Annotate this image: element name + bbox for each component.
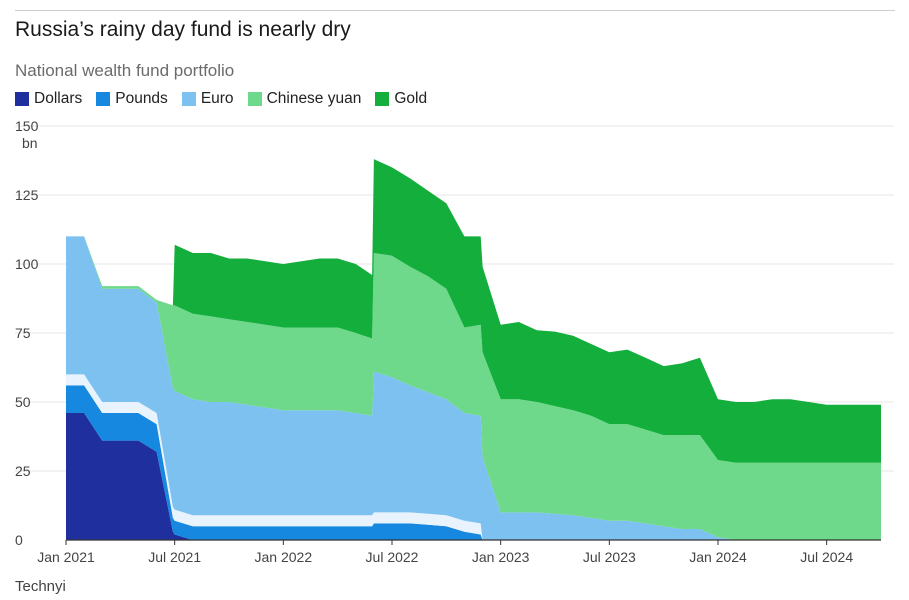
area-yuan	[66, 236, 881, 540]
x-tick-label-1: Jul 2021	[148, 549, 201, 565]
y-tick-label-100: 100	[15, 256, 39, 272]
legend-swatch-euro	[181, 92, 196, 106]
chart-title: Russia’s rainy day fund is nearly dry	[15, 18, 351, 41]
x-tick-label-5: Jul 2023	[583, 549, 636, 565]
y-tick-label-0: 0	[15, 532, 23, 548]
y-tick-label-125: 125	[15, 187, 39, 203]
area-gold	[66, 159, 881, 463]
x-tick-label-4: Jan 2023	[472, 549, 530, 565]
x-tick-label-6: Jan 2024	[689, 549, 747, 565]
y-tick-label-50: 50	[15, 394, 31, 410]
legend: Dollars Pounds Euro Chinese yuan Gold	[15, 90, 427, 108]
legend-item-yuan: Chinese yuan	[247, 90, 362, 108]
x-tick-label-3: Jul 2022	[366, 549, 419, 565]
x-tick-label-2: Jan 2022	[255, 549, 313, 565]
area-dollars	[66, 413, 881, 540]
legend-label-euro: Euro	[200, 90, 234, 107]
legend-label-pounds: Pounds	[115, 90, 168, 107]
y-tick-label-25: 25	[15, 463, 31, 479]
legend-item-dollars: Dollars	[15, 90, 82, 108]
legend-label-dollars: Dollars	[34, 90, 83, 107]
y-tick-label-150: 150	[15, 118, 39, 134]
y-unit-label: bn	[22, 135, 38, 151]
top-rule	[15, 10, 895, 11]
area-euro	[66, 236, 881, 540]
legend-swatch-gold	[375, 92, 390, 106]
area-layer	[66, 159, 881, 540]
legend-item-pounds: Pounds	[96, 90, 168, 108]
chart-subtitle: National wealth fund portfolio	[15, 61, 235, 80]
legend-swatch-yuan	[247, 92, 262, 106]
legend-label-yuan: Chinese yuan	[266, 90, 362, 107]
legend-swatch-pounds	[96, 92, 111, 106]
source-label: Technyi	[15, 578, 66, 595]
legend-label-gold: Gold	[394, 90, 428, 107]
legend-item-gold: Gold	[375, 90, 427, 108]
x-tick-label-0: Jan 2021	[37, 549, 95, 565]
y-tick-label-75: 75	[15, 325, 31, 341]
legend-swatch-dollars	[15, 92, 29, 106]
legend-item-euro: Euro	[181, 90, 234, 108]
x-tick-label-7: Jul 2024	[800, 549, 853, 565]
